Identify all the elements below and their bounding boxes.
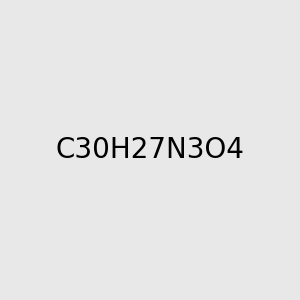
Text: C30H27N3O4: C30H27N3O4 [56, 136, 244, 164]
